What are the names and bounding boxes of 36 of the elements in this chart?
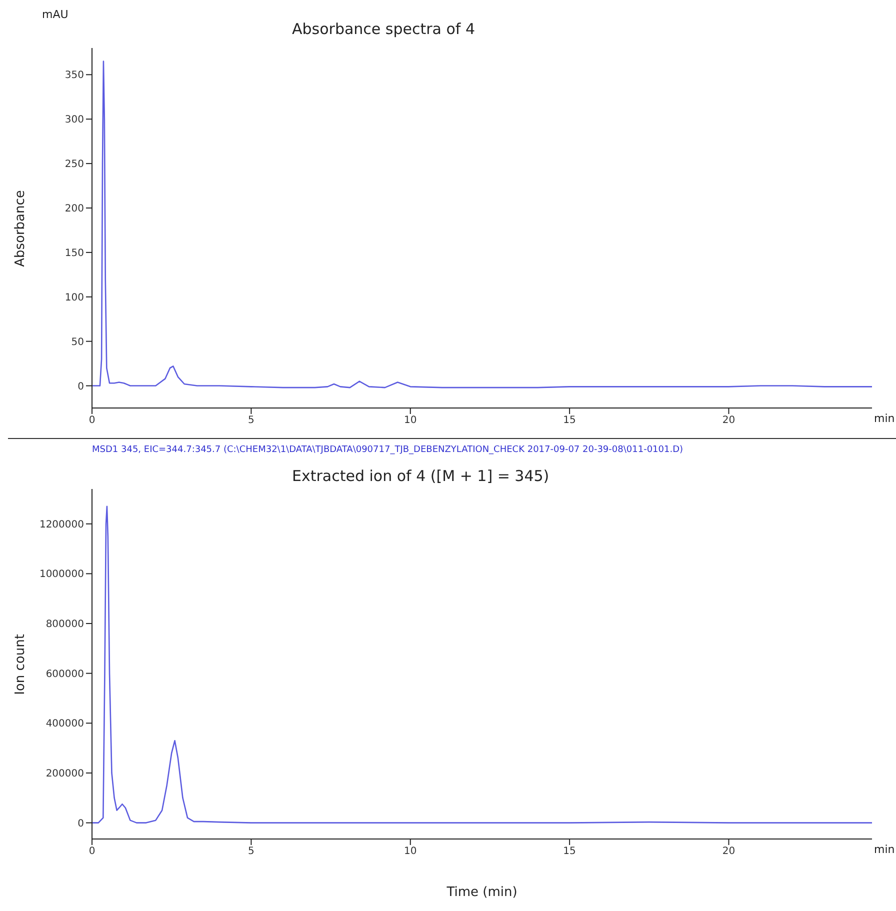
y-tick-label: 200 [64,204,84,215]
x-tick-label: 15 [563,846,576,858]
chart-title: Extracted ion of 4 ([M + 1] = 345) [292,467,550,485]
text: min [874,843,895,856]
y-tick-label: 350 [64,70,84,82]
x-tick-label: 15 [563,415,576,426]
y-tick-label: 300 [64,114,84,126]
chart-title: Absorbance spectra of 4 [292,20,475,38]
y-tick-label: 100 [64,292,84,304]
y-tick-label: 1200000 [39,519,84,530]
text: mAU [42,8,68,21]
x-tick-label: 0 [88,415,96,426]
y-axis-title: Ion count [12,634,28,694]
y-tick-label: 1000000 [39,569,84,580]
y-tick-label: 0 [78,381,84,392]
line-series [92,60,872,388]
line-series [92,506,872,824]
x-tick-label: 20 [722,846,736,858]
text: MSD1 345, EIC=344.7:345.7 (C:\CHEM32\1\DATA\TJBDATA\090717_TJB_DEBENZYLATION_CHECK 2017-09-07 20-39-08\011-0101.D) [92,445,684,455]
x-tick-label: 10 [404,846,417,858]
y-axis-title: Absorbance [12,190,28,266]
y-tick-label: 800000 [46,619,84,630]
x-axis-title: Time (min) [446,885,518,900]
x-tick-label: 20 [722,415,736,426]
y-tick-label: 150 [64,248,84,259]
y-tick-label: 600000 [46,668,84,680]
y-tick-label: 50 [71,336,84,348]
x-tick-label: 0 [88,846,96,858]
x-tick-label: 5 [248,415,254,426]
y-tick-label: 200000 [46,768,84,780]
x-tick-label: 10 [404,415,417,426]
text: min [874,412,895,425]
y-tick-label: 0 [78,818,84,830]
y-tick-label: 250 [64,159,84,170]
x-tick-label: 5 [248,846,254,858]
y-tick-label: 400000 [46,718,84,730]
